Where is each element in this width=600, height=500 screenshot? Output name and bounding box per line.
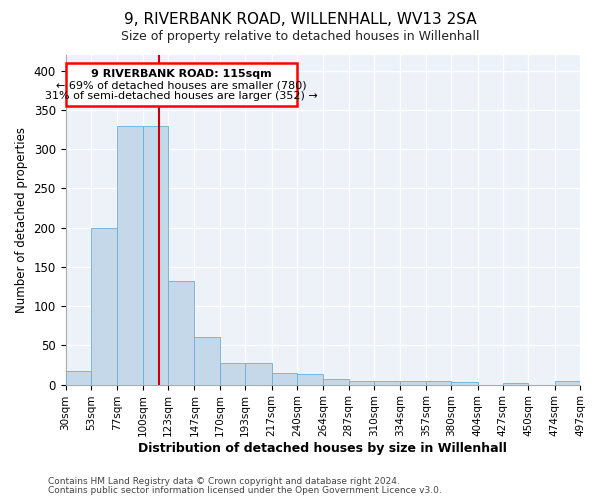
Bar [297, 374, 323, 384]
Bar [349, 382, 374, 384]
Text: Size of property relative to detached houses in Willenhall: Size of property relative to detached ho… [121, 30, 479, 43]
Text: Contains HM Land Registry data © Crown copyright and database right 2024.: Contains HM Land Registry data © Crown c… [48, 477, 400, 486]
Bar [65, 372, 91, 384]
Bar [245, 364, 272, 384]
Text: 31% of semi-detached houses are larger (352) →: 31% of semi-detached houses are larger (… [45, 91, 317, 101]
Bar [272, 373, 297, 384]
Bar [168, 281, 194, 384]
FancyBboxPatch shape [65, 63, 297, 106]
Bar [400, 380, 426, 384]
Bar [451, 382, 478, 384]
Bar [194, 336, 220, 384]
Bar [143, 126, 168, 384]
Bar [503, 383, 528, 384]
Bar [220, 364, 245, 384]
Bar [554, 380, 580, 384]
Bar [91, 228, 118, 384]
Text: 9, RIVERBANK ROAD, WILLENHALL, WV13 2SA: 9, RIVERBANK ROAD, WILLENHALL, WV13 2SA [124, 12, 476, 28]
Bar [118, 126, 143, 384]
Text: 9 RIVERBANK ROAD: 115sqm: 9 RIVERBANK ROAD: 115sqm [91, 69, 272, 79]
Y-axis label: Number of detached properties: Number of detached properties [15, 127, 28, 313]
Text: Contains public sector information licensed under the Open Government Licence v3: Contains public sector information licen… [48, 486, 442, 495]
X-axis label: Distribution of detached houses by size in Willenhall: Distribution of detached houses by size … [139, 442, 507, 455]
Bar [323, 379, 349, 384]
Text: ← 69% of detached houses are smaller (780): ← 69% of detached houses are smaller (78… [56, 80, 307, 90]
Bar [374, 382, 400, 384]
Bar [426, 382, 451, 384]
